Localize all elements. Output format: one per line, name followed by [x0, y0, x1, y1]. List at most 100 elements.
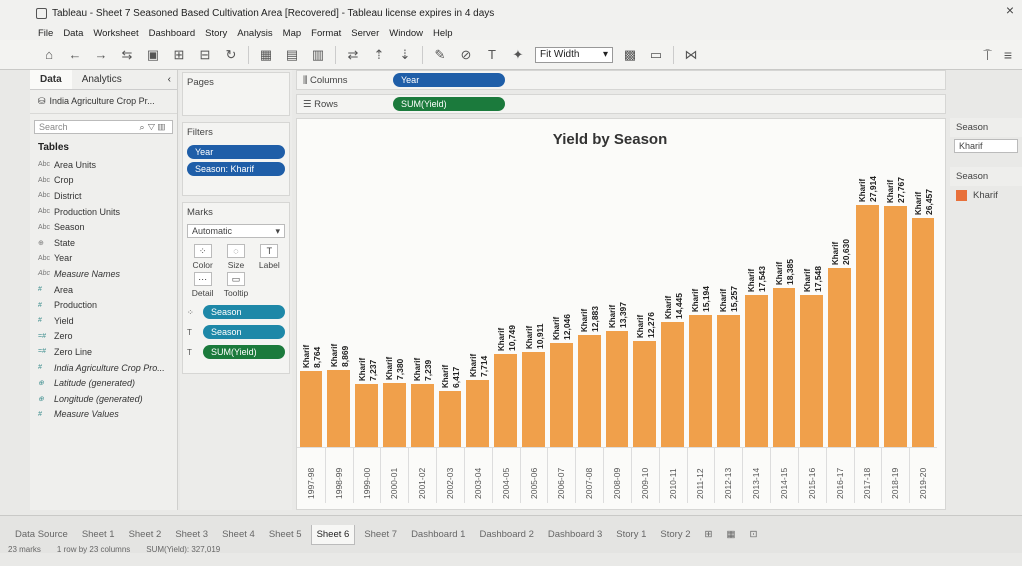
- tab-sheet-7[interactable]: Sheet 7: [364, 529, 398, 540]
- field-item[interactable]: =# Zero: [30, 329, 177, 345]
- detail-button[interactable]: ⋯ Detail: [187, 272, 218, 298]
- field-item[interactable]: Abc Area Units: [30, 157, 177, 173]
- bar-1998-99[interactable]: [327, 370, 351, 447]
- field-item[interactable]: ⊕ Longitude (generated): [30, 391, 177, 407]
- tab-sheet-5[interactable]: Sheet 5: [268, 529, 302, 540]
- tab-data[interactable]: Data: [30, 70, 72, 89]
- marks-pill-sum-yield[interactable]: SUM(Yield): [203, 345, 285, 359]
- menu-story[interactable]: Story: [205, 27, 228, 39]
- field-item[interactable]: Abc District: [30, 188, 177, 204]
- data-source-item[interactable]: ⛁ India Agriculture Crop Pr...: [30, 90, 177, 114]
- rows-shelf[interactable]: ☰ Rows SUM(Yield): [296, 94, 946, 114]
- tab-sheet-1[interactable]: Sheet 1: [81, 529, 115, 540]
- home-icon[interactable]: ⌂: [45, 47, 53, 62]
- mark-type-select[interactable]: Automatic ▾: [187, 224, 285, 238]
- marks-pill-season-label[interactable]: Season: [203, 325, 285, 339]
- show-me-list-icon[interactable]: ≡: [1003, 47, 1012, 63]
- menu-server[interactable]: Server: [351, 27, 380, 39]
- new-dashboard-icon[interactable]: ▦: [726, 529, 736, 540]
- duplicate-sheet-icon[interactable]: ▤: [285, 46, 299, 62]
- presentation-icon[interactable]: ▭: [649, 46, 663, 62]
- label-button[interactable]: T Label: [254, 244, 285, 270]
- group-icon[interactable]: ⊘: [460, 46, 472, 62]
- menu-data[interactable]: Data: [63, 27, 84, 39]
- field-item[interactable]: ⊕ Latitude (generated): [30, 375, 177, 391]
- tab-dashboard-3[interactable]: Dashboard 3: [547, 529, 603, 540]
- bar-2018-19[interactable]: [883, 206, 907, 447]
- share-icon[interactable]: ⋈: [684, 46, 698, 62]
- tab-sheet-6[interactable]: Sheet 6: [310, 524, 356, 545]
- clear-sheet-icon[interactable]: ▥: [311, 46, 325, 62]
- bar-2006-07[interactable]: [549, 342, 573, 447]
- bar-2007-08[interactable]: [577, 335, 601, 447]
- fix-axes-icon[interactable]: ✦: [512, 46, 524, 62]
- bar-2013-14[interactable]: [744, 294, 768, 447]
- search-input[interactable]: Search ⌕▽▥: [34, 120, 173, 134]
- tab-dashboard-1[interactable]: Dashboard 1: [411, 529, 466, 540]
- swap-icon[interactable]: ⇄: [347, 46, 359, 62]
- tab-story-2[interactable]: Story 2: [660, 529, 691, 540]
- filter-pill-season[interactable]: Season: Kharif: [187, 162, 285, 176]
- new-worksheet-icon[interactable]: ▦: [259, 46, 273, 62]
- bar-2015-16[interactable]: [800, 294, 824, 447]
- filters-card[interactable]: Filters Year Season: Kharif: [182, 122, 290, 196]
- labels-icon[interactable]: T: [488, 47, 496, 62]
- bar-2016-17[interactable]: [828, 268, 851, 447]
- menu-file[interactable]: File: [38, 27, 54, 39]
- new-datasource-icon[interactable]: ⊞: [173, 46, 185, 62]
- collapse-icon[interactable]: ‹: [167, 74, 171, 85]
- field-item[interactable]: =# Zero Line: [30, 344, 177, 360]
- bar-2004-05[interactable]: [494, 353, 518, 447]
- tab-sheet-4[interactable]: Sheet 4: [222, 529, 255, 540]
- show-cards-icon[interactable]: ▩: [623, 46, 637, 62]
- menu-format[interactable]: Format: [311, 27, 342, 39]
- bar-2019-20[interactable]: [911, 217, 935, 447]
- tab-data-source[interactable]: Data Source: [15, 529, 68, 540]
- marks-pill-season-color[interactable]: Season: [203, 305, 285, 319]
- columns-shelf[interactable]: ⫼ Columns Year: [296, 70, 946, 90]
- bar-2014-15[interactable]: [772, 287, 796, 447]
- field-item[interactable]: ⊕ State: [30, 235, 177, 251]
- rows-pill-sum-yield[interactable]: SUM(Yield): [393, 97, 505, 111]
- filter-pill-year[interactable]: Year: [187, 145, 285, 159]
- connect-icon[interactable]: ⇆: [121, 46, 133, 62]
- search-filter-icons[interactable]: ⌕▽▥: [139, 121, 168, 132]
- save-icon[interactable]: ▣: [146, 46, 160, 62]
- bar-2012-13[interactable]: [716, 314, 740, 447]
- bar-1999-00[interactable]: [355, 384, 378, 447]
- field-item[interactable]: Abc Season: [30, 219, 177, 235]
- field-item[interactable]: # Production: [30, 297, 177, 313]
- pages-card[interactable]: Pages: [182, 72, 290, 116]
- bar-2002-03[interactable]: [438, 391, 462, 447]
- field-item[interactable]: # Area: [30, 282, 177, 298]
- field-item[interactable]: Abc Production Units: [30, 204, 177, 220]
- legend-item[interactable]: Kharif: [950, 186, 1022, 205]
- field-item[interactable]: Abc Crop: [30, 173, 177, 189]
- new-story-icon[interactable]: ⊡: [749, 529, 758, 540]
- bar-2017-18[interactable]: [856, 205, 879, 447]
- tab-story-1[interactable]: Story 1: [616, 529, 647, 540]
- sort-asc-icon[interactable]: ⇡: [373, 46, 385, 62]
- bar-2008-09[interactable]: [605, 330, 629, 447]
- bar-2005-06[interactable]: [522, 352, 545, 447]
- menu-map[interactable]: Map: [282, 27, 302, 39]
- tooltip-button[interactable]: ▭ Tooltip: [220, 272, 251, 298]
- field-item[interactable]: Abc Year: [30, 251, 177, 267]
- highlight-icon[interactable]: ✎: [434, 46, 446, 62]
- fit-select[interactable]: Fit Width ▾: [535, 46, 613, 63]
- bar-2011-12[interactable]: [689, 315, 712, 447]
- size-button[interactable]: ◌ Size: [220, 244, 251, 270]
- refresh-icon[interactable]: ↻: [225, 46, 237, 62]
- tab-dashboard-2[interactable]: Dashboard 2: [479, 529, 534, 540]
- new-worksheet-icon[interactable]: ⊞: [704, 529, 713, 540]
- menu-analysis[interactable]: Analysis: [237, 27, 273, 39]
- tab-sheet-3[interactable]: Sheet 3: [175, 529, 209, 540]
- sort-desc-icon[interactable]: ⇣: [399, 46, 411, 62]
- field-item[interactable]: Abc Measure Names: [30, 266, 177, 282]
- menu-help[interactable]: Help: [433, 27, 453, 39]
- bar-2010-11[interactable]: [661, 321, 685, 447]
- bar-2001-02[interactable]: [410, 384, 434, 447]
- show-me-icon[interactable]: ⍑: [983, 46, 992, 63]
- close-icon[interactable]: ×: [1005, 2, 1014, 18]
- field-item[interactable]: # Yield: [30, 313, 177, 329]
